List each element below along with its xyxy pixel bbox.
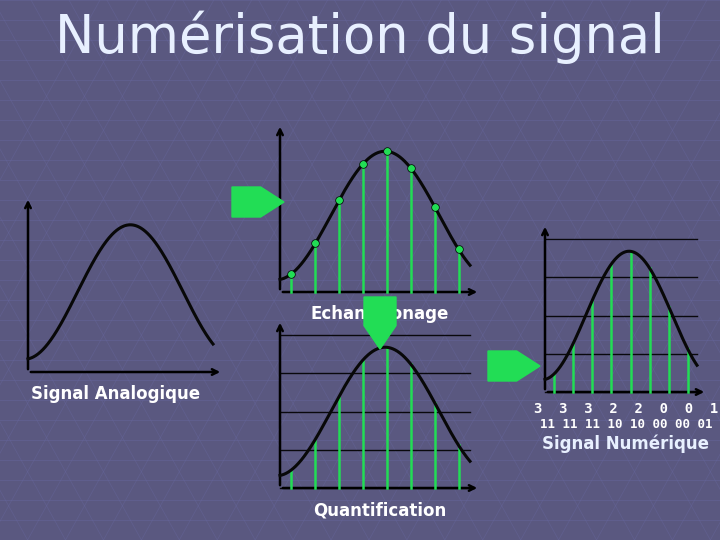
Text: Echantillonage: Echantillonage [311, 305, 449, 323]
Polygon shape [364, 297, 396, 349]
Text: Signal Numérique: Signal Numérique [542, 435, 709, 453]
Polygon shape [232, 187, 284, 217]
Text: Numérisation du signal: Numérisation du signal [55, 10, 665, 64]
Text: Signal Analogique: Signal Analogique [31, 385, 200, 403]
Polygon shape [488, 351, 540, 381]
Text: 3  3  3  2  2  0  0  1: 3 3 3 2 2 0 0 1 [534, 402, 718, 416]
Text: Quantification: Quantification [313, 501, 446, 519]
Text: 11 11 11 10 10 00 00 01: 11 11 11 10 10 00 00 01 [540, 418, 712, 431]
